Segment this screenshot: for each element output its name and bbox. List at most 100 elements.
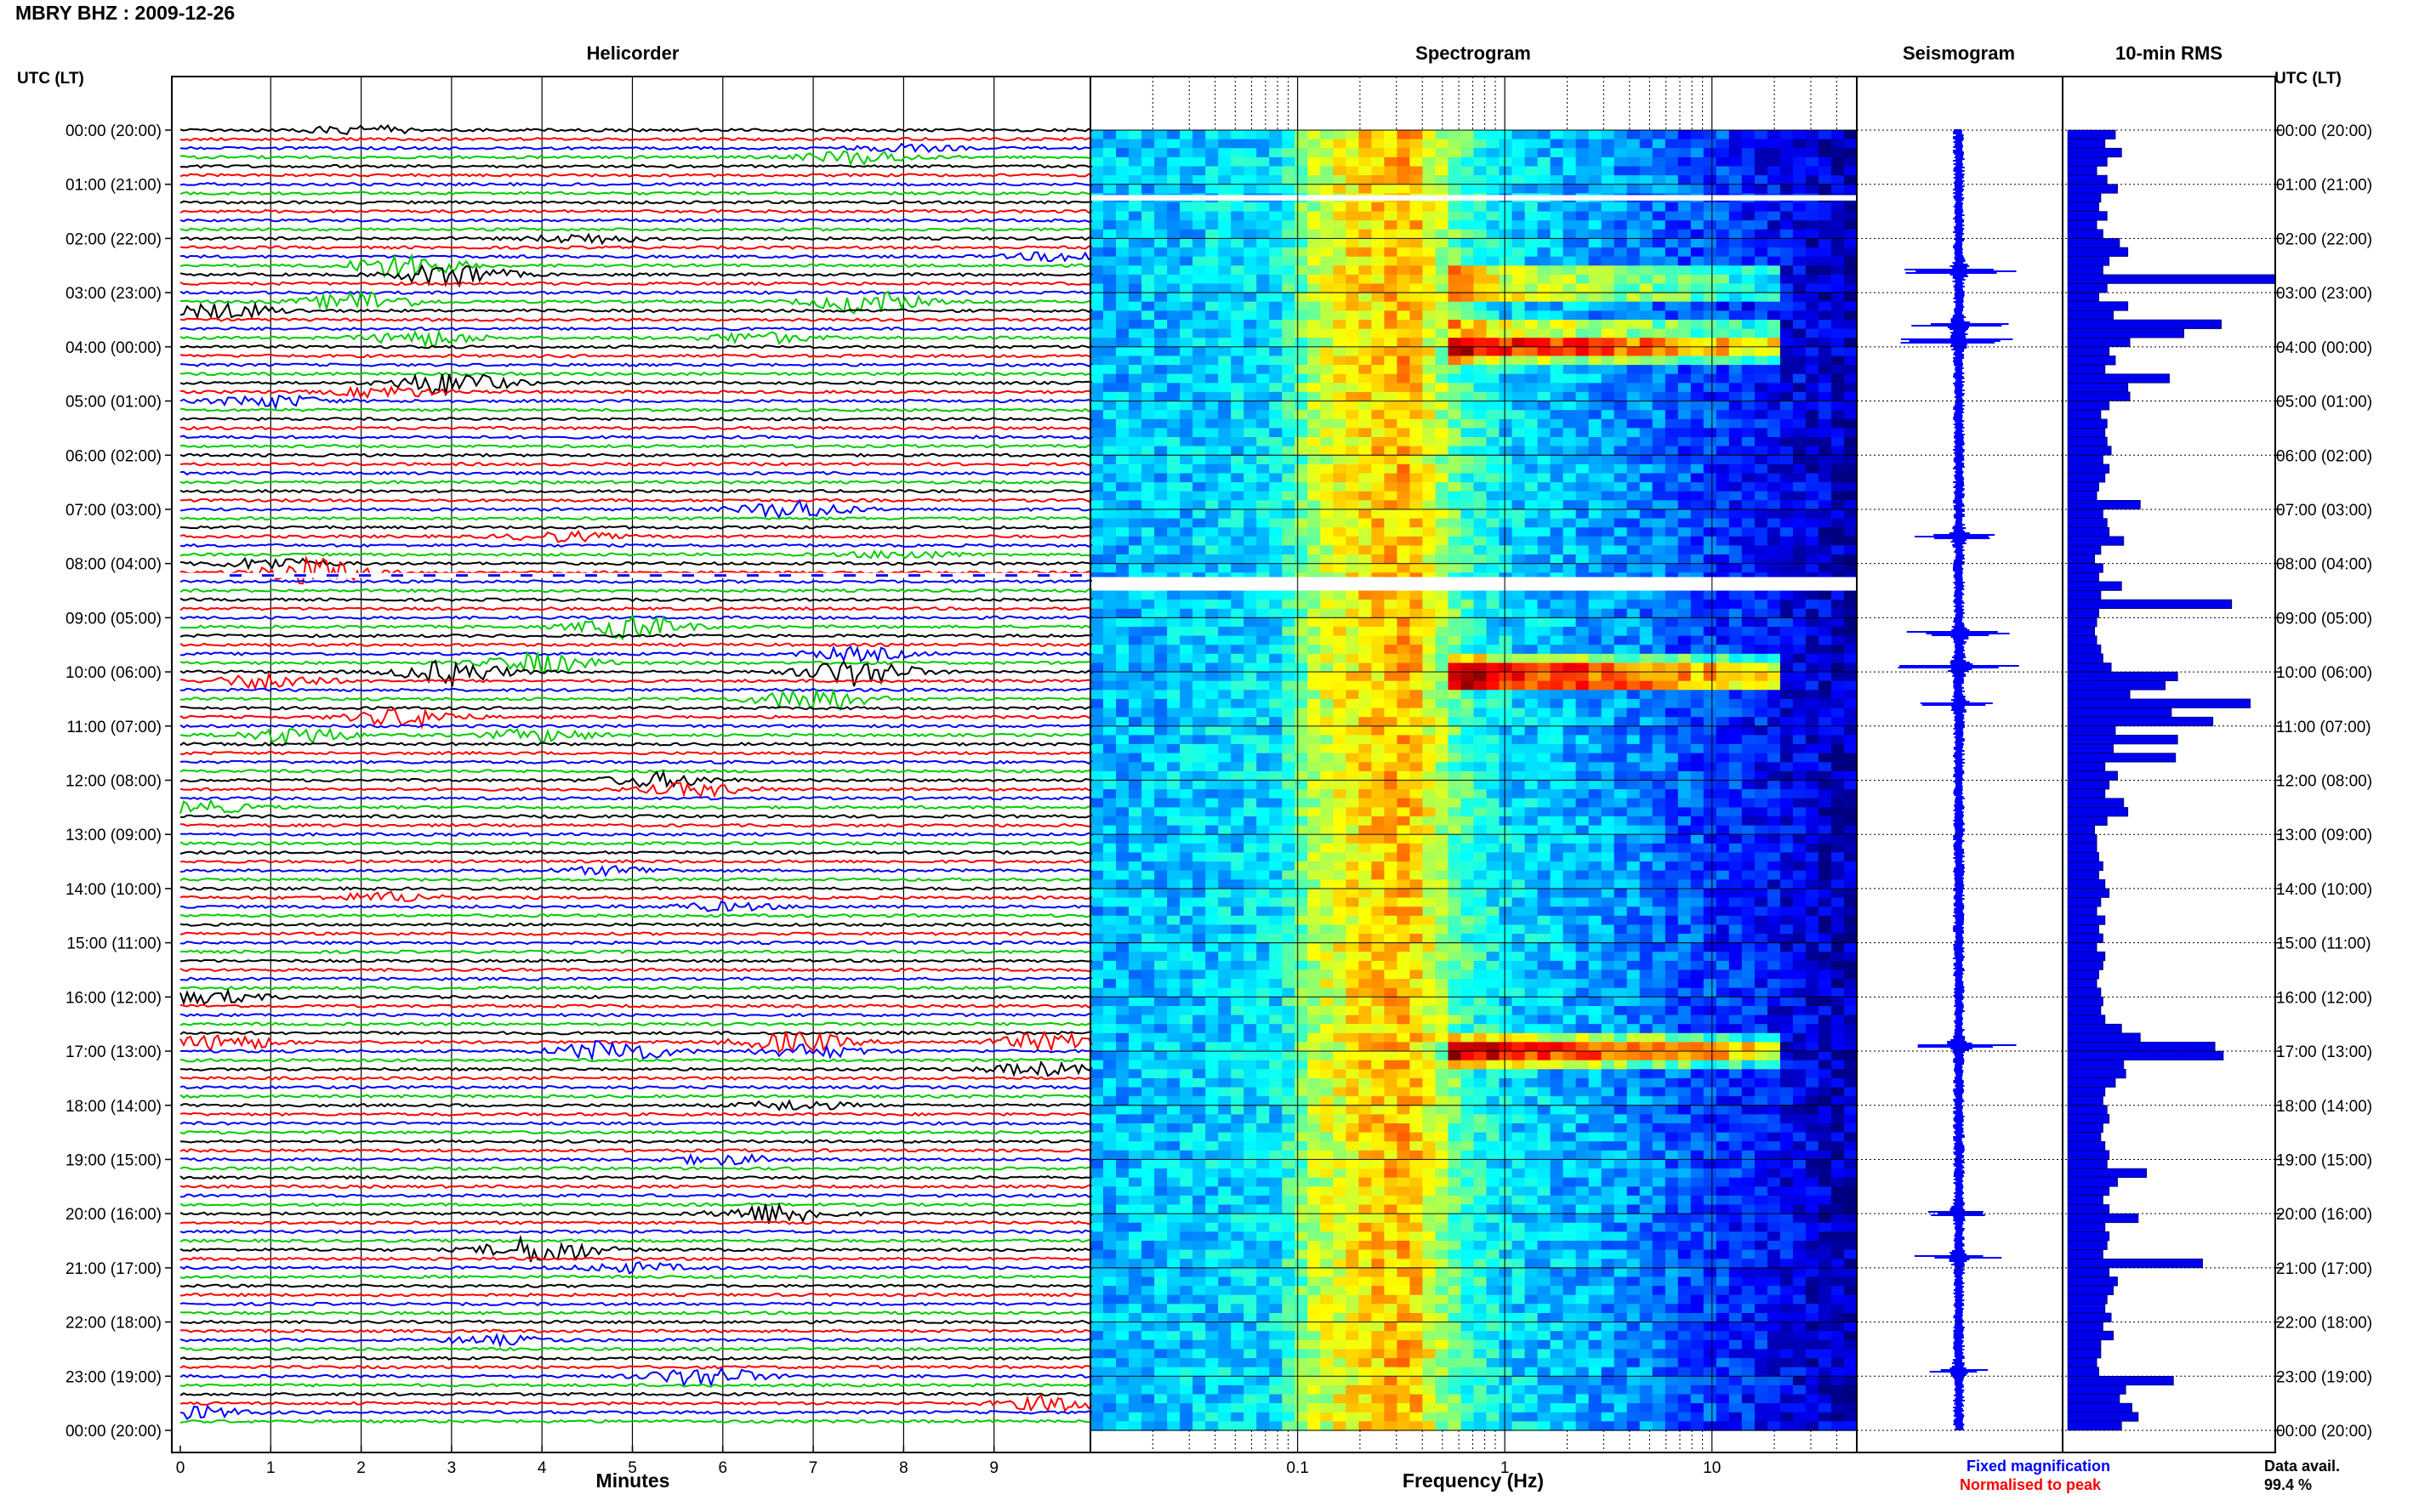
spectrogram-cell [1511, 1077, 1526, 1089]
spectrogram-cell [1499, 879, 1513, 890]
spectrogram-cell [1320, 293, 1334, 303]
spectrogram-cell [1371, 816, 1385, 827]
spectrogram-cell [1371, 1015, 1385, 1025]
spectrogram-cell [1244, 139, 1257, 149]
spectrogram-cell [1154, 590, 1168, 600]
spectrogram-cell [1320, 527, 1334, 537]
spectrogram-cell [1116, 1141, 1130, 1151]
spectrogram-cell [1116, 1241, 1130, 1251]
spectrogram-cell [1205, 365, 1219, 375]
spectrogram-cell [1460, 1077, 1475, 1089]
spectrogram-cell [1154, 1159, 1168, 1169]
spectrogram-cell [1511, 518, 1526, 528]
spectrogram-cell [1154, 229, 1168, 239]
spectrogram-cell [1435, 770, 1449, 782]
spectrogram-cell [1244, 672, 1257, 682]
spectrogram-cell [1269, 293, 1283, 303]
spectrogram-cell [1103, 274, 1117, 285]
spectrogram-cell [1371, 1322, 1385, 1332]
spectrogram-cell [1256, 238, 1270, 248]
spectrogram-cell [1486, 627, 1500, 637]
spectrogram-cell [1320, 735, 1334, 745]
spectrogram-cell [1218, 924, 1232, 935]
spectrogram-cell [1384, 1403, 1397, 1413]
spectrogram-cell [1141, 184, 1155, 194]
spectrogram-cell [1384, 653, 1397, 663]
spectrogram-cell [1358, 265, 1372, 276]
spectrogram-cell [1090, 446, 1104, 456]
spectrogram-cell [1282, 554, 1295, 565]
spectrogram-cell [1448, 293, 1462, 303]
spectrogram-cell [1116, 1259, 1130, 1269]
spectrogram-cell [1422, 1313, 1436, 1323]
spectrogram-cell [1103, 1006, 1117, 1016]
spectrogram-cell [1384, 1249, 1397, 1259]
spectrogram-cell [1460, 735, 1475, 745]
spectrogram-cell [1090, 274, 1104, 285]
spectrogram-cell [1384, 1150, 1397, 1160]
spectrogram-cell [1192, 770, 1206, 782]
spectrogram-cell [1358, 509, 1372, 520]
spectrogram-cell [1192, 418, 1206, 429]
spectrogram-cell [1192, 725, 1206, 736]
spectrogram-cell [1116, 698, 1130, 709]
spectrogram-cell [1486, 1077, 1500, 1089]
spectrogram-cell [1422, 1015, 1436, 1025]
spectrogram-cell [1486, 220, 1500, 230]
spectrogram-cell [1524, 635, 1539, 645]
spectrogram-cell [1244, 960, 1257, 971]
spectrogram-cell [1409, 1249, 1423, 1259]
spectrogram-cell [1269, 1286, 1283, 1296]
spectrogram-cell [1511, 139, 1526, 149]
spectrogram-cell [1090, 365, 1104, 375]
spectrogram-cell [1205, 770, 1219, 782]
spectrogram-cell [1103, 690, 1117, 700]
spectrogram-cell [1435, 798, 1449, 808]
spectrogram-cell [1141, 1096, 1155, 1106]
spectrogram-cell [1448, 680, 1462, 691]
spectrogram-cell [1231, 744, 1244, 754]
spectrogram-cell [1231, 491, 1244, 501]
spectrogram-cell [1295, 907, 1308, 917]
spectrogram-cell [1231, 355, 1244, 366]
spectrogram-cell [1486, 1214, 1500, 1224]
spectrogram-cell [1269, 600, 1283, 610]
spectrogram-cell [1473, 627, 1488, 637]
spectrogram-cell [1218, 753, 1232, 763]
spectrogram-cell [1103, 338, 1117, 348]
spectrogram-cell [1103, 536, 1117, 546]
spectrogram-cell [1473, 717, 1488, 727]
spectrogram-cell [1090, 184, 1104, 194]
spectrogram-cell [1218, 600, 1232, 610]
spectrogram-cell [1346, 1304, 1359, 1314]
spectrogram-cell [1524, 897, 1539, 907]
spectrogram-cell [1205, 202, 1219, 213]
spectrogram-cell [1346, 293, 1359, 303]
spectrogram-cell [1320, 608, 1334, 618]
spectrogram-cell [1116, 608, 1130, 618]
spectrogram-cell [1307, 328, 1321, 338]
spectrogram-cell [1422, 1087, 1436, 1097]
spectrogram-cell [1090, 265, 1104, 276]
spectrogram-cell [1307, 879, 1321, 890]
spectrogram-cell [1154, 328, 1168, 338]
spectrogram-cell [1090, 256, 1104, 266]
spectrogram-cell [1295, 942, 1308, 952]
spectrogram-cell [1141, 1114, 1155, 1124]
spectrogram-cell [1116, 301, 1130, 311]
spectrogram-cell [1295, 969, 1308, 980]
spectrogram-cell [1256, 1231, 1270, 1242]
spectrogram-cell [1218, 1114, 1232, 1124]
spectrogram-cell [1435, 355, 1449, 366]
spectrogram-cell [1307, 1403, 1321, 1413]
spectrogram-cell [1244, 1069, 1257, 1079]
spectrogram-cell [1384, 247, 1397, 258]
spectrogram-cell [1090, 825, 1104, 835]
spectrogram-cell [1435, 852, 1449, 862]
spectrogram-cell [1244, 346, 1257, 356]
spectrogram-cell [1460, 762, 1475, 772]
spectrogram-cell [1295, 690, 1308, 700]
spectrogram-cell [1499, 1141, 1513, 1151]
spectrogram-cell [1371, 600, 1385, 610]
spectrogram-cell [1333, 617, 1346, 628]
